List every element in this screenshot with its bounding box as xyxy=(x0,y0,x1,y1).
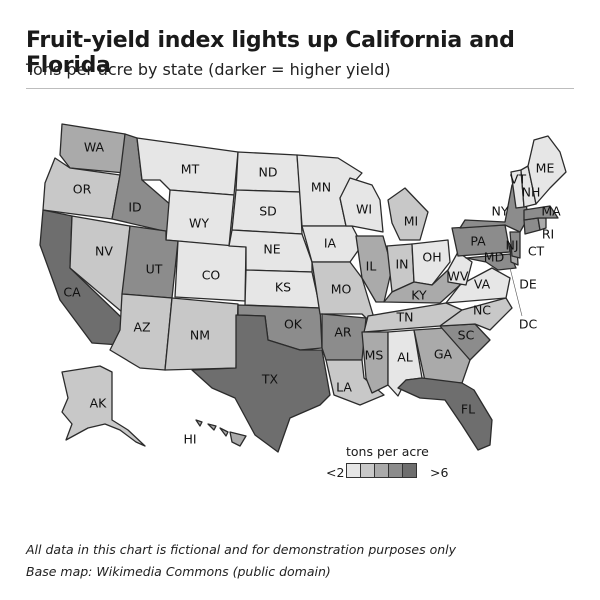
legend-swatch-4 xyxy=(388,463,403,478)
footer-disclaimer: All data in this chart is fictional and … xyxy=(26,542,457,557)
state-oh xyxy=(411,239,451,286)
legend-low-label: <2 xyxy=(326,465,345,480)
legend-swatch-1 xyxy=(346,463,361,478)
state-label-hi: HI xyxy=(183,432,196,447)
state-ms xyxy=(361,331,389,394)
state-label-mo: MO xyxy=(331,282,352,297)
state-label-ok: OK xyxy=(284,317,303,332)
state-label-nh: NH xyxy=(522,185,541,200)
state-label-vt: VT xyxy=(510,172,527,187)
state-label-ar: AR xyxy=(334,325,352,340)
state-va xyxy=(445,267,511,304)
state-label-tn: TN xyxy=(396,310,414,325)
state-label-ri: RI xyxy=(542,227,554,242)
dc-leader-line xyxy=(509,267,523,317)
state-label-wa: WA xyxy=(84,140,105,155)
state-nc xyxy=(439,297,513,331)
state-label-la: LA xyxy=(336,380,352,395)
legend-swatch-2 xyxy=(360,463,375,478)
state-label-il: IL xyxy=(366,259,377,274)
legend-swatch-3 xyxy=(374,463,389,478)
state-label-ne: NE xyxy=(263,242,280,257)
state-label-ny: NY xyxy=(492,204,509,219)
state-label-wv: WV xyxy=(448,269,469,284)
state-ga xyxy=(413,327,471,384)
state-label-id: ID xyxy=(128,200,141,215)
chart-title: Fruit-yield index lights up California a… xyxy=(26,28,515,78)
state-label-az: AZ xyxy=(133,320,150,335)
state-mi xyxy=(387,187,429,241)
state-ma xyxy=(523,205,559,221)
legend-high-label: >6 xyxy=(430,465,449,480)
state-label-or: OR xyxy=(73,182,92,197)
state-label-ga: GA xyxy=(434,347,453,362)
state-label-nc: NC xyxy=(473,303,491,318)
state-ky xyxy=(383,269,461,304)
state-nj xyxy=(509,231,521,259)
state-fl xyxy=(397,377,493,451)
state-label-mi: MI xyxy=(404,214,418,229)
state-label-nd: ND xyxy=(259,165,278,180)
legend-swatch-5 xyxy=(402,463,417,478)
state-label-wi: WI xyxy=(356,202,372,217)
state-label-ca: CA xyxy=(63,285,81,300)
state-label-va: VA xyxy=(474,277,491,292)
state-label-ma: MA xyxy=(541,204,561,219)
state-label-wy: WY xyxy=(189,216,209,231)
state-label-fl: FL xyxy=(461,402,475,417)
state-ia xyxy=(301,225,363,263)
state-label-nj: NJ xyxy=(505,238,518,253)
state-label-ky: KY xyxy=(411,288,427,303)
state-tx xyxy=(191,314,331,453)
state-label-ut: UT xyxy=(146,262,163,277)
state-label-in: IN xyxy=(395,257,408,272)
labels-layer: WA OR CA NV ID MT WY UT AZ CO NM ND SD NE KS OK TX MN IA MO… xyxy=(63,140,561,447)
state-label-ct: CT xyxy=(528,244,545,259)
state-label-ms: MS xyxy=(365,348,384,363)
state-la xyxy=(325,359,385,406)
state-label-ak: AK xyxy=(90,396,108,411)
title-divider xyxy=(26,88,574,89)
state-label-nv: NV xyxy=(95,244,113,259)
legend-swatches xyxy=(346,463,417,478)
state-label-oh: OH xyxy=(422,250,441,265)
state-me xyxy=(527,135,567,205)
legend-title: tons per acre xyxy=(346,444,429,459)
state-label-mt: MT xyxy=(181,162,200,177)
state-label-sc: SC xyxy=(458,328,475,343)
state-label-dc: DC xyxy=(519,317,538,332)
state-label-al: AL xyxy=(397,350,413,365)
state-hi xyxy=(195,419,247,447)
state-wa xyxy=(59,123,126,174)
footer-source: Base map: Wikimedia Commons (public doma… xyxy=(26,564,331,579)
chart-subtitle: Tons per acre by state (darker = higher … xyxy=(26,60,391,79)
state-md xyxy=(465,253,517,271)
state-label-md: MD xyxy=(484,250,504,265)
state-label-pa: PA xyxy=(470,234,486,249)
state-label-me: ME xyxy=(536,161,555,176)
state-label-ks: KS xyxy=(275,280,291,295)
state-label-ia: IA xyxy=(324,236,337,251)
state-wv xyxy=(447,251,473,286)
state-label-de: DE xyxy=(519,277,537,292)
state-ak xyxy=(61,365,146,447)
state-label-mn: MN xyxy=(311,180,331,195)
state-label-co: CO xyxy=(202,268,221,283)
state-label-tx: TX xyxy=(261,372,279,387)
state-ct xyxy=(523,217,541,235)
state-wi xyxy=(339,177,384,233)
states-layer xyxy=(39,123,567,453)
state-label-sd: SD xyxy=(259,204,277,219)
state-label-nm: NM xyxy=(190,328,210,343)
